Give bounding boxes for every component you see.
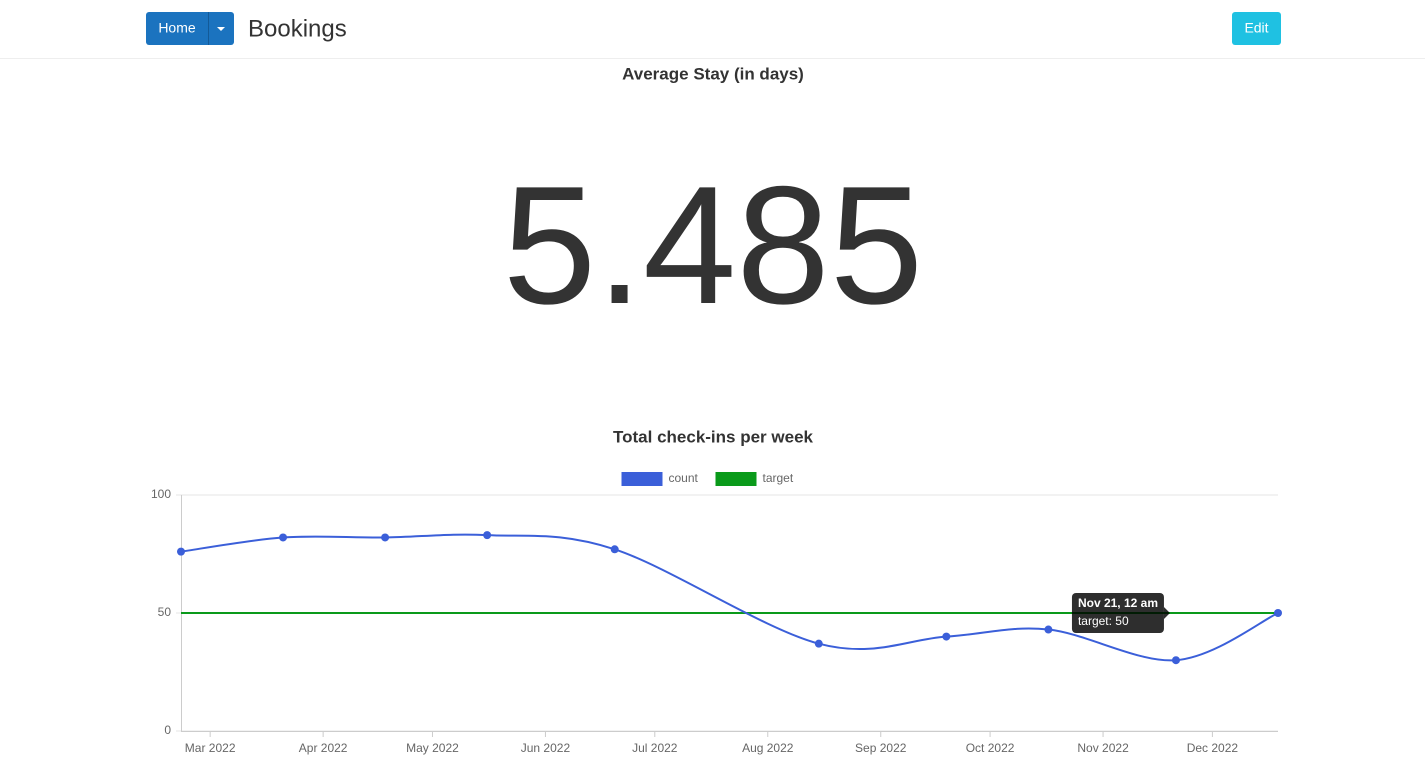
tooltip: Nov 21, 12 am target: 50 [1071, 593, 1170, 633]
y-tick-label: 50 [158, 605, 172, 619]
y-tick-label: 0 [164, 723, 171, 737]
edit-label: Edit [1244, 20, 1268, 36]
point [177, 547, 185, 556]
legend-swatch [621, 472, 663, 486]
tooltip-body: target: 50 [1078, 614, 1129, 628]
x-tick-label: Dec 2022 [1187, 741, 1239, 755]
x-tick-label: May 2022 [406, 741, 459, 755]
edit-button[interactable]: Edit [1232, 12, 1281, 45]
legend-label: target [763, 471, 794, 485]
metric-value: 5.485 [503, 151, 923, 339]
x-tick-label: Sep 2022 [855, 741, 907, 755]
page-title: Bookings [248, 15, 347, 42]
point [279, 533, 288, 542]
x-tick-label: Apr 2022 [299, 741, 348, 755]
x-tick-label: Aug 2022 [742, 741, 794, 755]
point [610, 545, 619, 554]
point [483, 531, 492, 540]
tooltip-title: Nov 21, 12 am [1078, 596, 1158, 610]
legend-swatch [715, 472, 757, 486]
home-button[interactable]: Home [146, 12, 234, 45]
legend-label: count [669, 471, 699, 485]
point [1044, 625, 1053, 634]
point [381, 533, 390, 542]
edit-button-bg [1232, 12, 1281, 45]
home-label: Home [158, 20, 196, 36]
point [1274, 609, 1282, 617]
metric-title: Average Stay (in days) [622, 64, 804, 83]
x-tick-label: Jul 2022 [632, 741, 678, 755]
caret [217, 27, 225, 31]
line [180, 533, 1279, 662]
x-tick-label: Nov 2022 [1077, 741, 1129, 755]
point [1171, 656, 1180, 665]
chart: 0 50 100 Mar 2022 Apr 2022 May 2022 Jun 2022 Ju… [151, 471, 1282, 755]
x-tick-label: Oct 2022 [966, 741, 1015, 755]
tooltip-arrow [1163, 607, 1170, 619]
x-tick-label: Mar 2022 [185, 741, 236, 755]
chart-title: Total check-ins per week [613, 427, 814, 446]
point [942, 632, 951, 641]
home-button-bg [146, 12, 234, 45]
point [814, 639, 823, 648]
tooltip-bg [1071, 593, 1164, 633]
x-tick-label: Jun 2022 [521, 741, 571, 755]
y-tick-label: 100 [151, 487, 171, 501]
